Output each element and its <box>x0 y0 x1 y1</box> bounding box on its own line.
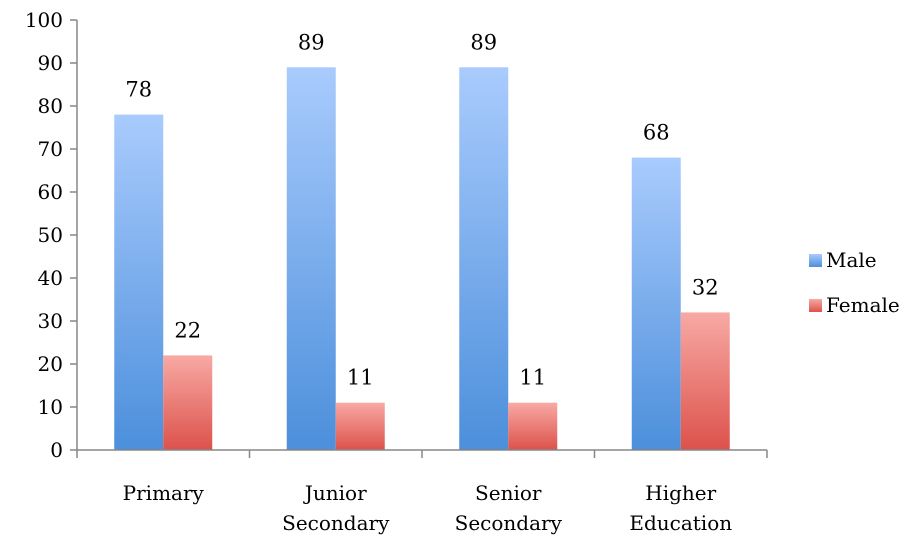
data-label-female-primary: 22 <box>174 318 201 342</box>
bar-female-primary <box>163 355 213 450</box>
bar-male-junior-secondary <box>286 67 336 451</box>
bars-group <box>114 67 730 451</box>
y-tick-label-100: 100 <box>25 8 63 32</box>
y-tick-label-40: 40 <box>38 266 63 290</box>
data-label-female-higher-education: 32 <box>692 275 719 299</box>
data-label-female-senior-secondary: 11 <box>519 366 546 390</box>
bar-female-junior-secondary <box>335 402 385 450</box>
legend: Male Female <box>809 248 900 317</box>
y-tick-label-10: 10 <box>38 395 63 419</box>
bar-female-higher-education <box>680 312 730 450</box>
legend-label-male: Male <box>826 248 877 272</box>
axes-group: 0 10 20 30 40 50 60 70 80 90 100 Primary Junior Secon… <box>25 8 768 535</box>
legend-swatch-male <box>809 254 822 267</box>
x-tick-label-senior-secondary: Senior Secondary <box>455 481 563 535</box>
legend-label-female: Female <box>826 293 900 317</box>
data-label-female-junior-secondary: 11 <box>347 366 374 390</box>
y-tick-label-0: 0 <box>50 438 63 462</box>
x-tick-label-junior-secondary: Junior Secondary <box>282 481 390 535</box>
y-tick-label-90: 90 <box>38 51 63 75</box>
x-tick-label-higher-education: Higher Education <box>629 481 732 535</box>
y-tick-label-60: 60 <box>38 180 63 204</box>
data-label-male-higher-education: 68 <box>643 121 670 145</box>
data-label-male-junior-secondary: 89 <box>298 30 325 54</box>
bar-male-higher-education <box>631 157 681 450</box>
y-tick-label-80: 80 <box>38 94 63 118</box>
data-labels-group: 78 22 89 11 89 11 68 32 <box>125 30 718 389</box>
x-tick-label-primary: Primary <box>123 481 205 505</box>
legend-swatch-female <box>809 299 822 312</box>
y-tick-label-30: 30 <box>38 309 63 333</box>
y-tick-label-70: 70 <box>38 137 63 161</box>
bar-female-senior-secondary <box>508 402 558 450</box>
y-tick-label-50: 50 <box>38 223 63 247</box>
bar-male-senior-secondary <box>459 67 509 451</box>
y-tick-label-20: 20 <box>38 352 63 376</box>
data-label-male-senior-secondary: 89 <box>470 30 497 54</box>
data-label-male-primary: 78 <box>125 78 152 102</box>
bar-male-primary <box>114 114 164 450</box>
